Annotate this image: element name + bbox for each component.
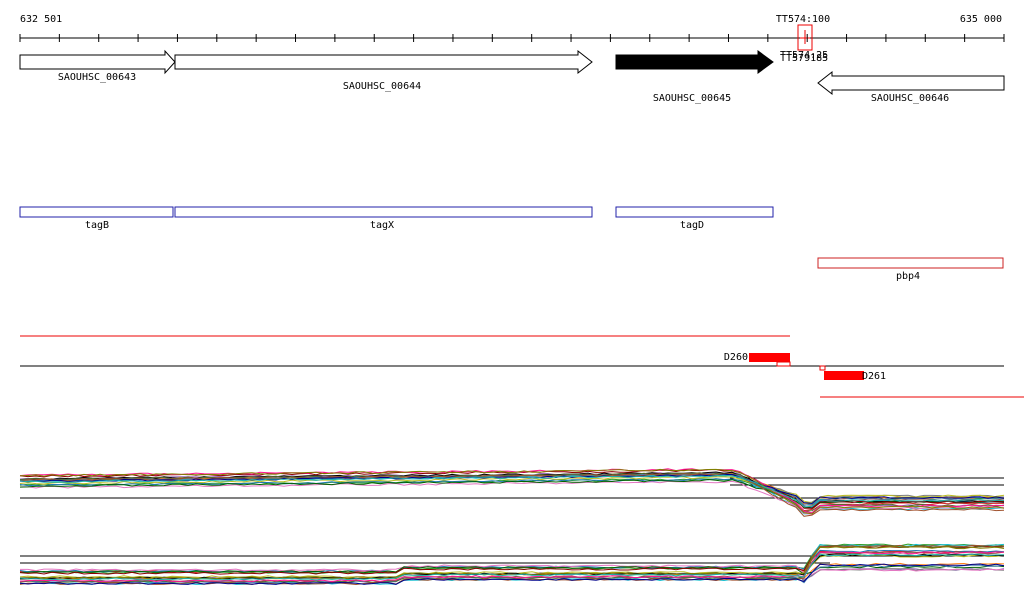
ruler-end: 635 000 (960, 14, 1002, 25)
segment-block[interactable] (824, 371, 864, 380)
segment-block (820, 366, 825, 370)
segment-block (777, 362, 790, 366)
gene-label: SAOUHSC_00646 (871, 93, 949, 104)
gene-name: tagD (680, 220, 704, 231)
gene-name: pbp4 (896, 271, 920, 282)
gene-name: tagX (370, 220, 394, 231)
ruler-start: 632 501 (20, 14, 62, 25)
marker-label: TT574:100 (776, 14, 830, 25)
gene-label: SAOUHSC_00645 (653, 93, 731, 104)
segment-label: D260 (724, 352, 748, 363)
gene-name: tagB (85, 220, 109, 231)
feature-label: TT579185 (780, 53, 828, 64)
segment-block[interactable] (749, 353, 790, 362)
segment-label: D261 (862, 371, 886, 382)
gene-label: SAOUHSC_00644 (343, 81, 421, 92)
gene-label: SAOUHSC_00643 (58, 72, 136, 83)
